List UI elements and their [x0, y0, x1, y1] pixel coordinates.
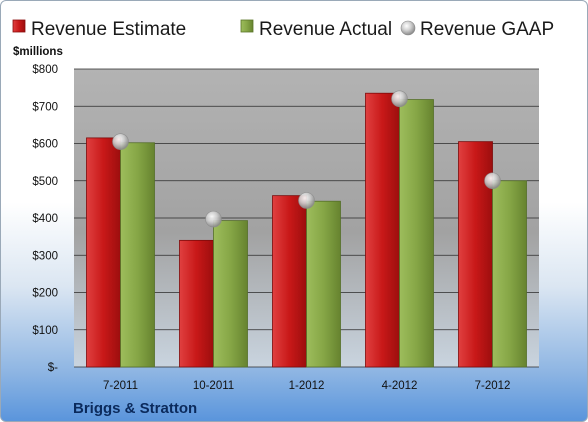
gaap-marker	[205, 210, 222, 228]
bar-estimate	[272, 195, 307, 368]
gaap-marker	[391, 90, 408, 108]
y-tick-label: $100	[32, 325, 58, 337]
y-tick-label: $600	[32, 139, 58, 151]
company-name: Briggs & Stratton	[73, 400, 197, 417]
legend-item-gaap: Revenue GAAP	[400, 19, 554, 40]
y-tick-label: $500	[32, 176, 58, 188]
bar-estimate	[458, 141, 493, 368]
gaap-marker	[298, 192, 315, 209]
y-axis-ticks: $- $100 $200 $300 $400 $500 $600 $700 $800	[32, 64, 58, 374]
legend: Revenue Estimate Revenue Actual Revenue …	[12, 19, 554, 40]
x-axis-ticks: 7-2011 10-2011 1-2012 4-2012 7-2012	[103, 380, 510, 392]
bars	[86, 92, 527, 368]
y-tick-label: $700	[32, 101, 58, 113]
x-tick-label: 4-2012	[382, 380, 418, 392]
gaap-marker	[484, 172, 501, 190]
legend-swatch-actual	[240, 19, 254, 33]
x-tick-label: 7-2011	[103, 380, 138, 392]
y-tick-label: $400	[32, 213, 58, 225]
bar-actual	[120, 142, 155, 368]
gaap-marker	[112, 133, 129, 150]
bar-actual	[213, 220, 248, 368]
bar-estimate	[86, 137, 121, 368]
legend-label-gaap: Revenue GAAP	[420, 19, 554, 40]
legend-item-estimate: Revenue Estimate	[12, 19, 186, 40]
y-axis-unit-label: $millions	[13, 46, 63, 58]
bar-estimate	[179, 239, 214, 368]
bar-actual	[492, 180, 527, 368]
x-tick-label: 7-2012	[475, 380, 511, 392]
x-tick-label: 1-2012	[289, 380, 325, 392]
legend-marker-gaap	[400, 20, 416, 36]
y-tick-label: $-	[48, 362, 58, 374]
legend-item-actual: Revenue Actual	[240, 19, 392, 40]
bar-actual	[399, 99, 434, 368]
x-tick-label: 10-2011	[193, 380, 234, 392]
bar-actual	[306, 200, 341, 368]
legend-label-actual: Revenue Actual	[259, 19, 392, 40]
y-tick-label: $200	[32, 288, 58, 300]
bar-estimate	[365, 92, 400, 368]
y-tick-label: $800	[32, 64, 58, 76]
legend-swatch-estimate	[12, 19, 26, 33]
gaap-markers	[112, 90, 501, 228]
legend-label-estimate: Revenue Estimate	[31, 19, 186, 40]
y-tick-label: $300	[32, 250, 58, 262]
